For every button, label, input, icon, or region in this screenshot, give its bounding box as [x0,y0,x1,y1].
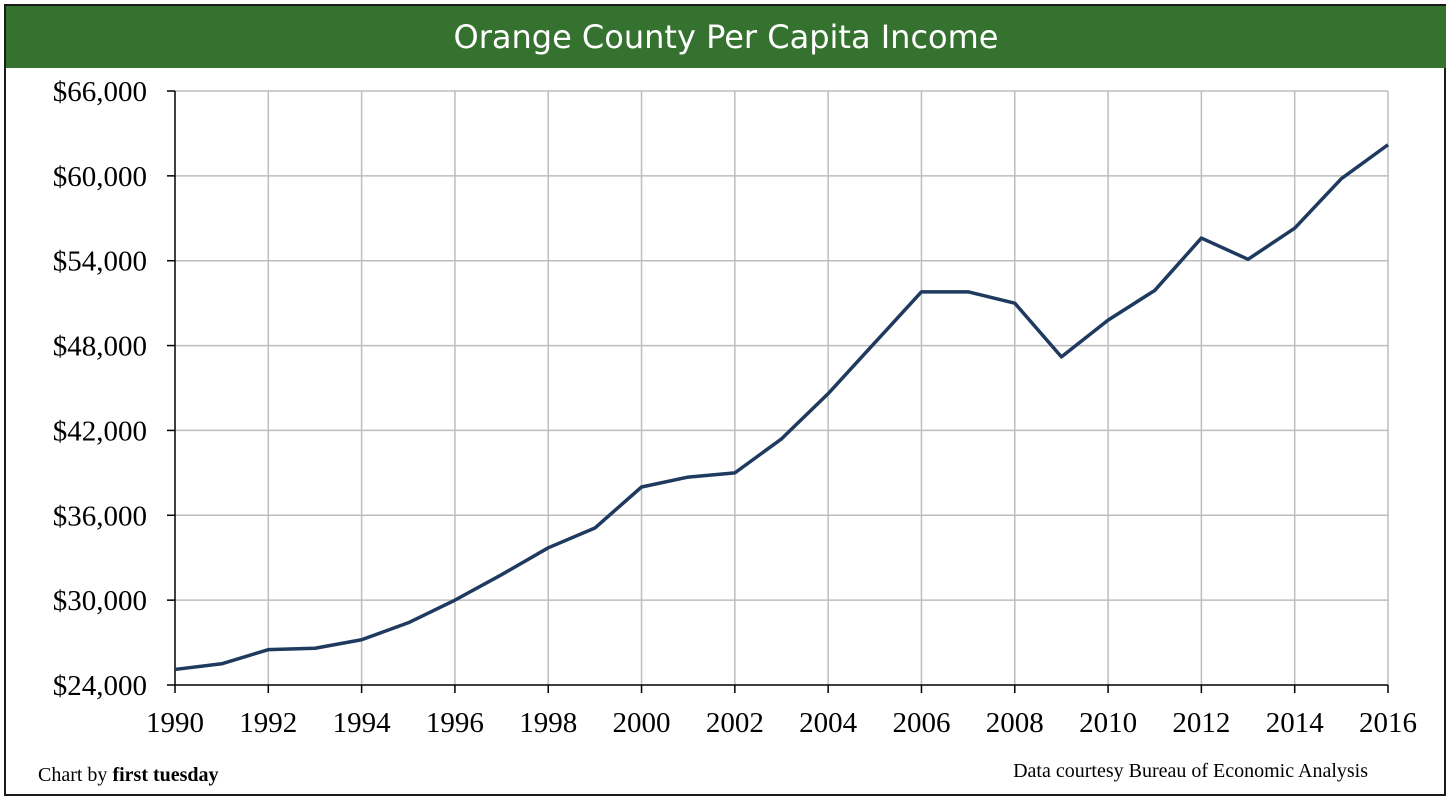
chart-frame [4,4,1446,796]
x-tick-label: 2002 [706,707,764,739]
x-tick-label: 1996 [426,707,484,739]
x-tick-label: 1990 [146,707,204,739]
data-source-credit: Data courtesy Bureau of Economic Analysi… [1013,760,1368,782]
x-tick-label: 2010 [1079,707,1137,739]
y-tick-label: $48,000 [53,331,147,363]
y-tick-label: $60,000 [53,161,147,193]
y-tick-label: $24,000 [53,670,147,702]
x-tick-label: 1998 [519,707,577,739]
x-tick-label: 2016 [1359,707,1417,739]
x-tick-label: 2008 [986,707,1044,739]
axes [167,90,1389,693]
y-tick-label: $30,000 [53,585,147,617]
x-tick-label: 1994 [333,707,392,739]
credit-brand: first tuesday [112,764,219,786]
x-tick-label: 2004 [799,707,858,739]
chart-credit: Chart by first tuesday [38,764,219,787]
y-tick-label: $54,000 [53,246,147,278]
y-tick-labels: $24,000 $30,000 $36,000 $42,000 $48,000 $54,0… [53,76,147,702]
x-tick-label: 2014 [1266,707,1325,739]
credit-prefix: Chart by [38,764,113,786]
chart-title-bar: Orange County Per Capita Income [6,6,1446,68]
chart-title: Orange County Per Capita Income [453,18,999,56]
x-tick-label: 2000 [613,707,671,739]
x-tick-label: 2006 [892,707,950,739]
grid-lines [175,90,1389,685]
x-tick-label: 2012 [1172,707,1230,739]
y-tick-label: $36,000 [53,500,147,532]
y-tick-label: $42,000 [53,415,147,447]
x-tick-labels: 1990 1992 1994 1996 1998 2000 2002 2004 2006 2008… [146,707,1417,739]
y-tick-label: $66,000 [53,76,147,108]
series-line [174,143,1390,672]
series-layer [174,143,1390,672]
x-tick-label: 1992 [239,707,297,739]
